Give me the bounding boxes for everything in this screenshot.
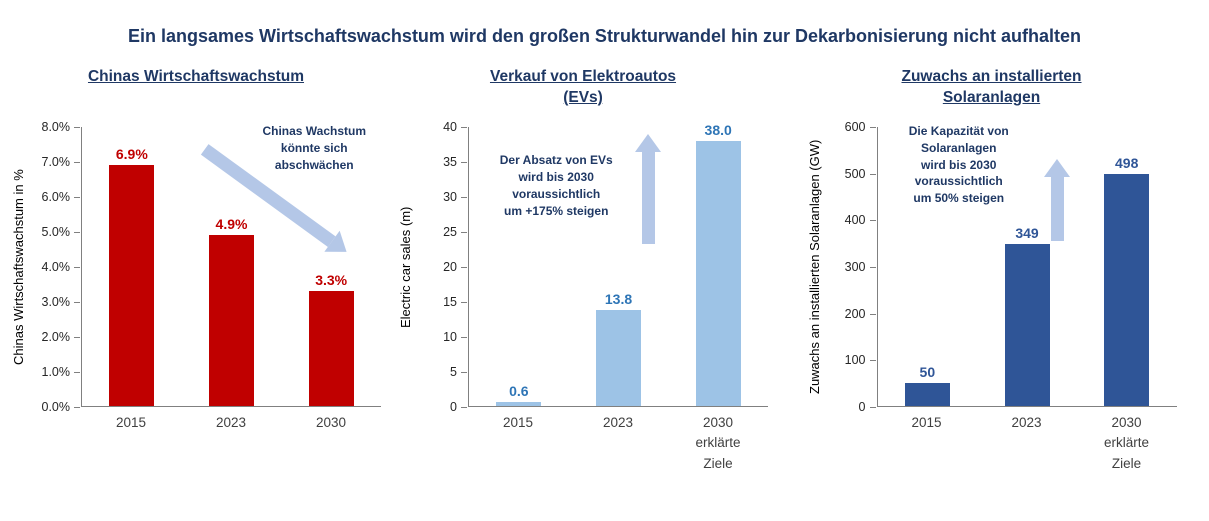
bar-column: 3.3% xyxy=(281,127,381,406)
x-category-label: 2015 xyxy=(502,415,534,430)
y-axis: 0.0% 1.0% 2.0% 3.0% 4.0% 5.0% 6.0% 7.0% 8.0% xyxy=(29,120,81,414)
x-category-label: 2023 xyxy=(602,415,634,430)
page-title: Ein langsames Wirtschaftswachstum wird d… xyxy=(128,26,1081,46)
chart-title: Zuwachs an installierten Solaranlagen xyxy=(901,68,1082,106)
bar-column: 13.8 xyxy=(569,127,669,406)
trend-arrow-up-icon xyxy=(1043,159,1070,242)
arrow-head xyxy=(635,134,662,153)
y-tick-label: 5 xyxy=(450,365,467,379)
bar-value-label: 13.8 xyxy=(604,290,633,307)
bar-column: 498 xyxy=(1077,127,1177,406)
bar-value-label: 3.3% xyxy=(315,271,348,288)
y-tick-label: 15 xyxy=(443,295,467,309)
y-tick-label: 35 xyxy=(443,155,467,169)
x-category-label: 2015 xyxy=(115,415,147,430)
y-tick-label: 3.0% xyxy=(41,295,80,309)
bar xyxy=(596,309,641,406)
y-tick-label: 20 xyxy=(443,260,467,274)
y-tick-label: 40 xyxy=(443,120,467,134)
y-tick-label: 300 xyxy=(844,260,876,274)
chart-title: Chinas Wirtschaftswachstum xyxy=(87,68,305,85)
chart-body: Zuwachs an installierten Solaranlagen (G… xyxy=(806,120,1177,474)
x-axis-labels: 2015 2023 2030 erklärte Ziele xyxy=(468,407,768,474)
bar xyxy=(1004,243,1050,406)
y-tick-label: 600 xyxy=(844,120,876,134)
bar xyxy=(1104,174,1150,406)
arrow-shaft xyxy=(1050,177,1064,242)
y-tick-label: 6.0% xyxy=(41,190,80,204)
bar-value-label: 498 xyxy=(1115,155,1139,172)
x-category-label: 2023 xyxy=(215,415,247,430)
bar-column: 50 xyxy=(878,127,978,406)
y-tick-label: 400 xyxy=(844,213,876,228)
y-axis-title: Electric car sales (m) xyxy=(398,206,413,328)
bar-column: 38.0 xyxy=(668,122,768,406)
y-tick-label: 30 xyxy=(443,190,467,204)
chart-body: Electric car sales (m) 0 5 10 15 20 25 30 35 40 … xyxy=(398,120,768,474)
y-axis: 0 5 10 15 20 25 30 35 40 xyxy=(416,120,468,414)
y-tick-label: 5.0% xyxy=(41,225,80,239)
bar-value-label: 0.6 xyxy=(509,382,529,399)
chart-title: Verkauf von Elektroautos (EVs) xyxy=(489,68,677,106)
bar xyxy=(209,235,254,406)
arrow-head xyxy=(1043,159,1070,178)
bar xyxy=(695,140,741,406)
plot-area: Chinas Wachstum könnte sich abschwächen … xyxy=(81,124,381,407)
bar xyxy=(496,401,542,406)
y-tick-label: 2.0% xyxy=(41,330,80,344)
bar-value-label: 4.9% xyxy=(215,216,248,233)
y-tick-label: 10 xyxy=(443,330,467,344)
x-category-label: 2015 xyxy=(911,415,942,430)
plot-area: Die Kapazität von Solaranlagen wird bis … xyxy=(876,124,1177,407)
y-tick-label: 1.0% xyxy=(41,365,80,379)
y-tick-label: 8.0% xyxy=(41,120,80,134)
x-category-label: 2030 erklärte Ziele xyxy=(695,415,741,471)
bar-column: 349 xyxy=(977,127,1077,406)
bar-value-label: 349 xyxy=(1015,224,1039,241)
plot-wrap: Chinas Wachstum könnte sich abschwächen … xyxy=(81,124,381,433)
y-tick-label: 200 xyxy=(844,306,876,321)
y-axis: 0 100 200 300 400 500 600 xyxy=(825,120,877,414)
arrow-shaft xyxy=(641,152,655,245)
x-axis-labels: 2015 2023 2030 xyxy=(81,407,381,433)
bar-column: 6.9% xyxy=(82,127,182,406)
chart-panel-china-growth: Chinas Wirtschaftswachstum Chinas Wirtsc… xyxy=(0,65,392,474)
y-tick-label: 4.0% xyxy=(41,260,80,274)
y-tick-label: 500 xyxy=(844,166,876,181)
x-category-label: 2023 xyxy=(1011,415,1042,430)
y-tick-label: 7.0% xyxy=(41,155,80,169)
charts-row: Chinas Wirtschaftswachstum Chinas Wirtsc… xyxy=(0,65,1209,474)
plot-wrap: Die Kapazität von Solaranlagen wird bis … xyxy=(876,124,1177,474)
y-tick-label: 100 xyxy=(844,353,876,368)
bar-column: 0.6 xyxy=(469,127,569,406)
plot-wrap: Der Absatz von EVs wird bis 2030 vorauss… xyxy=(468,122,768,474)
y-tick-label: 0 xyxy=(450,400,467,414)
chart-panel-solar: Zuwachs an installierten Solaranlagen Zu… xyxy=(774,65,1209,474)
bar-value-label: 50 xyxy=(919,363,936,380)
y-tick-label: 0 xyxy=(858,400,876,414)
plot-area: Der Absatz von EVs wird bis 2030 vorauss… xyxy=(468,122,768,407)
bar-column: 4.9% xyxy=(182,127,282,406)
x-category-label: 2030 xyxy=(315,415,347,430)
annotation: Die Kapazität von Solaranlagen wird bis … xyxy=(908,124,1009,206)
annotation: Chinas Wachstum könnte sich abschwächen xyxy=(262,124,367,172)
bar xyxy=(308,290,354,406)
bar-value-label: 6.9% xyxy=(115,146,148,163)
bar xyxy=(109,165,155,406)
chart-panel-ev-sales: Verkauf von Elektroautos (EVs) Electric … xyxy=(392,65,774,474)
y-axis-title: Chinas Wirtschaftswachstum in % xyxy=(11,169,26,365)
y-tick-label: 0.0% xyxy=(41,400,80,414)
x-category-label: 2030 erklärte Ziele xyxy=(1103,415,1149,471)
x-axis-labels: 2015 2023 2030 erklärte Ziele xyxy=(877,407,1177,474)
chart-body: Chinas Wirtschaftswachstum in % 0.0% 1.0%… xyxy=(11,120,381,433)
annotation: Der Absatz von EVs wird bis 2030 vorauss… xyxy=(499,153,613,218)
bar xyxy=(904,382,950,406)
y-tick-label: 25 xyxy=(443,225,467,239)
bar-value-label: 38.0 xyxy=(704,121,732,138)
y-axis-title: Zuwachs an installierten Solaranlagen (G… xyxy=(806,139,822,395)
